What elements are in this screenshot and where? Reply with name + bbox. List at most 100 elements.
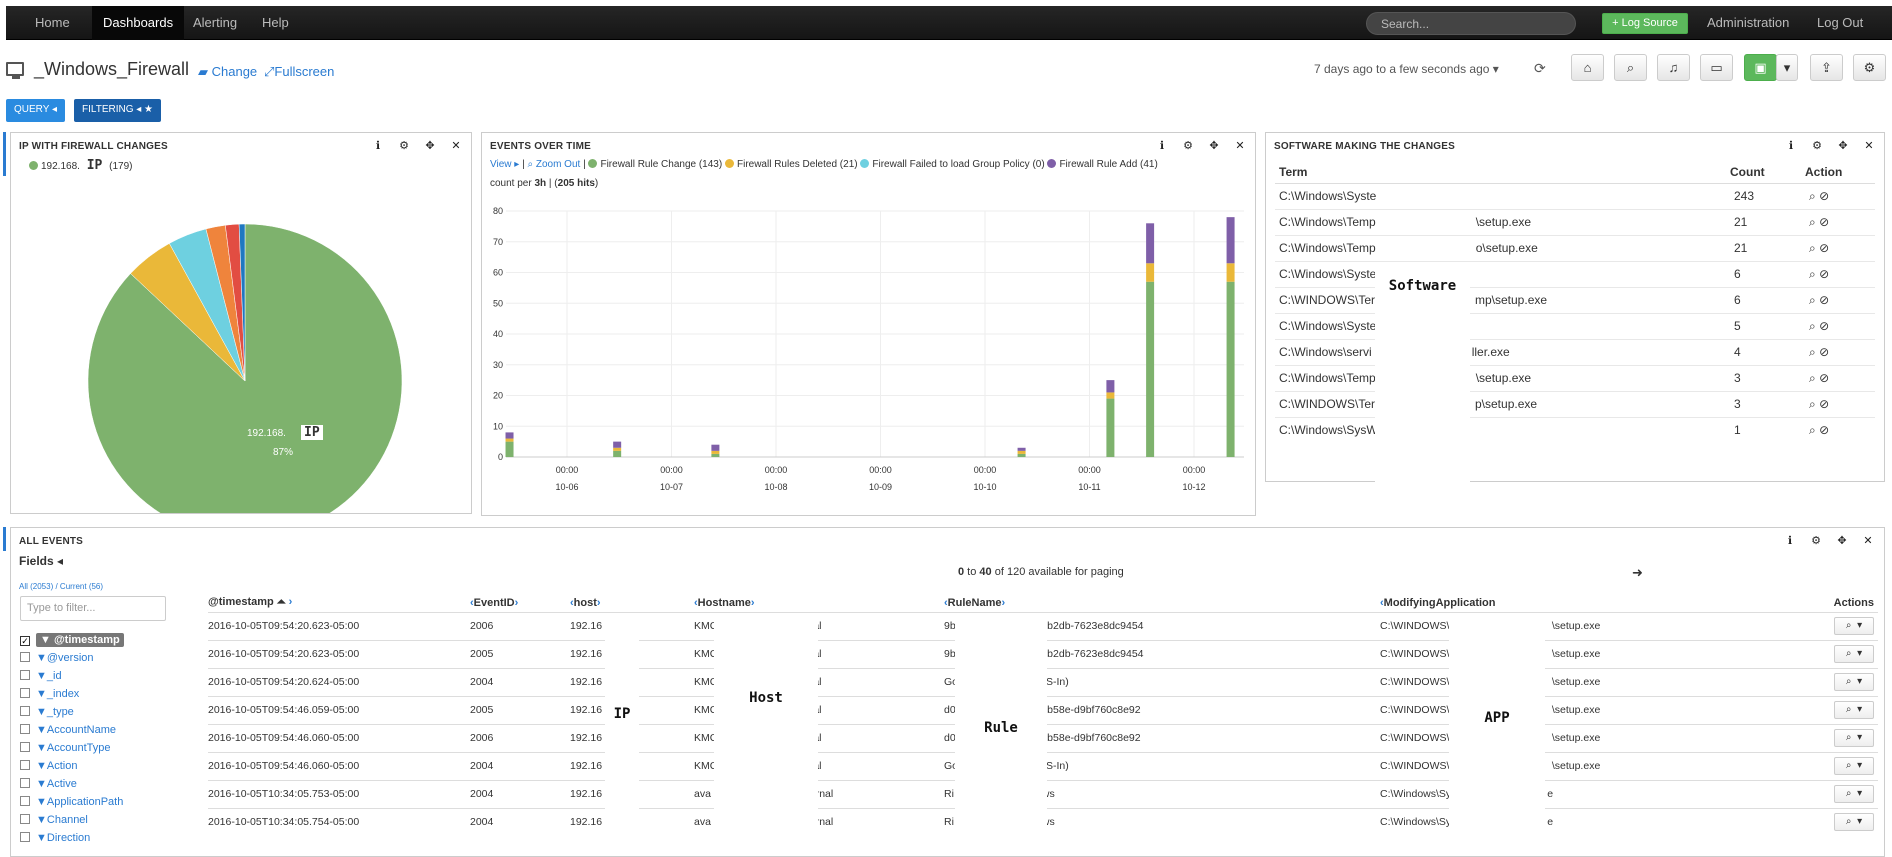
search-icon[interactable]: ⌕ <box>1809 240 1816 255</box>
ban-icon[interactable]: ⊘ <box>1819 214 1830 229</box>
bar-segment-add[interactable] <box>1146 223 1155 264</box>
search-icon[interactable]: ⌕ <box>1809 370 1816 385</box>
checkbox[interactable] <box>20 706 30 716</box>
ban-icon[interactable]: ⊘ <box>1819 344 1830 359</box>
bar-segment-add[interactable] <box>613 441 622 448</box>
bar-segment-change[interactable] <box>613 450 622 457</box>
search-icon[interactable]: ⌕ <box>1809 318 1816 333</box>
nav-dashboards[interactable]: Dashboards <box>92 6 185 40</box>
gear-icon[interactable]: ⚙ <box>1183 140 1193 152</box>
nav-alerting[interactable]: Alerting <box>193 15 238 30</box>
ban-icon[interactable]: ⊘ <box>1819 292 1830 307</box>
bar-segment-deleted[interactable] <box>1017 450 1026 454</box>
search-icon[interactable]: ⌕ <box>1809 344 1816 359</box>
checkbox[interactable] <box>20 778 30 788</box>
filtering-toggle[interactable]: FILTERING ◂ ★ <box>74 99 162 122</box>
field-item[interactable]: ▼@version <box>20 652 94 670</box>
bar-segment-deleted[interactable] <box>505 438 514 442</box>
fields-toggle[interactable]: Fields ◂ <box>19 554 64 568</box>
current-fields-link[interactable]: Current (56) <box>59 582 104 591</box>
row-action-button[interactable]: ⌕ ▾ <box>1834 757 1874 775</box>
field-filter-input[interactable]: Type to filter... <box>20 596 166 621</box>
field-item[interactable]: ▼Direction <box>20 832 90 850</box>
view-link[interactable]: View ▸ <box>490 159 520 170</box>
search-icon[interactable]: ⌕ <box>1809 422 1816 437</box>
field-item[interactable]: ▼AccountType <box>20 742 110 760</box>
time-range-picker[interactable]: 7 days ago to a few seconds ago ▾ <box>1314 62 1499 76</box>
bar-segment-deleted[interactable] <box>711 450 720 454</box>
field-item[interactable]: ▼Active <box>20 778 77 796</box>
field-item[interactable]: ▼_type <box>20 706 74 724</box>
search-icon[interactable]: ⌕ <box>1809 214 1816 229</box>
query-toggle[interactable]: QUERY ◂ <box>6 99 65 122</box>
home-button[interactable]: ⌂ <box>1571 54 1604 81</box>
nav-administration[interactable]: Administration <box>1707 15 1790 30</box>
bar-segment-change[interactable] <box>1226 281 1235 457</box>
col-hostname[interactable]: ‹Hostname› <box>694 596 755 609</box>
legend-rule-add[interactable]: Firewall Rule Add (41) <box>1047 159 1158 170</box>
row-action-button[interactable]: ⌕ ▾ <box>1834 813 1874 832</box>
save-dropdown[interactable]: ▾ <box>1776 54 1798 81</box>
ban-icon[interactable]: ⊘ <box>1819 370 1830 385</box>
bar-segment-change[interactable] <box>1146 281 1155 457</box>
search-icon[interactable]: ⌕ <box>1809 188 1816 203</box>
checkbox[interactable] <box>20 796 30 806</box>
field-item[interactable]: ▼_id <box>20 670 62 688</box>
bar-segment-add[interactable] <box>1017 447 1026 451</box>
info-icon[interactable]: ℹ <box>1787 535 1793 547</box>
ban-icon[interactable]: ⊘ <box>1819 266 1830 281</box>
info-icon[interactable]: ℹ <box>1788 140 1794 152</box>
move-icon[interactable]: ✥ <box>425 140 435 152</box>
next-page-arrow-icon[interactable]: ➜ <box>1632 565 1643 580</box>
term-header[interactable]: Term <box>1275 161 1730 184</box>
search-button[interactable]: ⌕ <box>1614 54 1647 81</box>
bar-segment-deleted[interactable] <box>1106 392 1115 399</box>
field-item[interactable]: ▼AccountName <box>20 724 116 742</box>
count-header[interactable]: Count <box>1730 161 1805 184</box>
row-action-button[interactable]: ⌕ ▾ <box>1834 729 1874 747</box>
close-icon[interactable]: ✕ <box>1864 140 1874 152</box>
row-action-button[interactable]: ⌕ ▾ <box>1834 785 1874 803</box>
checkbox[interactable] <box>20 688 30 698</box>
ban-icon[interactable]: ⊘ <box>1819 318 1830 333</box>
row-action-button[interactable]: ⌕ ▾ <box>1834 673 1874 691</box>
bar-segment-change[interactable] <box>711 453 720 457</box>
share-button[interactable]: ⇪ <box>1810 54 1843 81</box>
ban-icon[interactable]: ⊘ <box>1819 396 1830 411</box>
bar-segment-deleted[interactable] <box>1146 263 1155 282</box>
col-rulename[interactable]: ‹RuleName› <box>944 596 1006 609</box>
close-icon[interactable]: ✕ <box>451 140 461 152</box>
row-action-button[interactable]: ⌕ ▾ <box>1834 645 1874 663</box>
info-icon[interactable]: ℹ <box>375 140 381 152</box>
zoom-out-link[interactable]: ⌕ Zoom Out <box>527 159 581 170</box>
col-eventid[interactable]: ‹EventID› <box>470 596 519 609</box>
alert-button[interactable]: ♫ <box>1657 54 1690 81</box>
move-icon[interactable]: ✥ <box>1209 140 1219 152</box>
bar-segment-add[interactable] <box>505 432 514 439</box>
checkbox[interactable] <box>20 724 30 734</box>
checkbox[interactable] <box>20 652 30 662</box>
all-fields-link[interactable]: All (2053) <box>19 582 54 591</box>
bar-segment-add[interactable] <box>1226 217 1235 264</box>
settings-button[interactable]: ⚙ <box>1853 54 1886 81</box>
nav-help[interactable]: Help <box>262 15 289 30</box>
col-app[interactable]: ‹ModifyingApplication <box>1380 596 1496 609</box>
col-host[interactable]: ‹host› <box>570 596 601 609</box>
search-input[interactable]: Search... <box>1366 12 1576 35</box>
save-button[interactable]: ▣ <box>1744 54 1777 81</box>
field-item[interactable]: ▼Action <box>20 760 77 778</box>
checkbox[interactable] <box>20 670 30 680</box>
gear-icon[interactable]: ⚙ <box>399 140 409 152</box>
bar-segment-change[interactable] <box>1017 453 1026 457</box>
gear-icon[interactable]: ⚙ <box>1812 140 1822 152</box>
row-action-button[interactable]: ⌕ ▾ <box>1834 617 1874 635</box>
legend-rules-deleted[interactable]: Firewall Rules Deleted (21) <box>724 159 858 170</box>
bar-segment-add[interactable] <box>711 444 720 451</box>
legend-failed-gp[interactable]: Firewall Failed to load Group Policy (0) <box>860 159 1045 170</box>
checkbox[interactable] <box>20 814 30 824</box>
change-link[interactable]: ▰ Change <box>198 64 258 79</box>
bar-segment-deleted[interactable] <box>613 447 622 451</box>
field-item[interactable]: ▼_index <box>20 688 79 706</box>
refresh-icon[interactable]: ⟳ <box>1534 60 1546 76</box>
field-item[interactable]: ▼Channel <box>20 814 88 832</box>
